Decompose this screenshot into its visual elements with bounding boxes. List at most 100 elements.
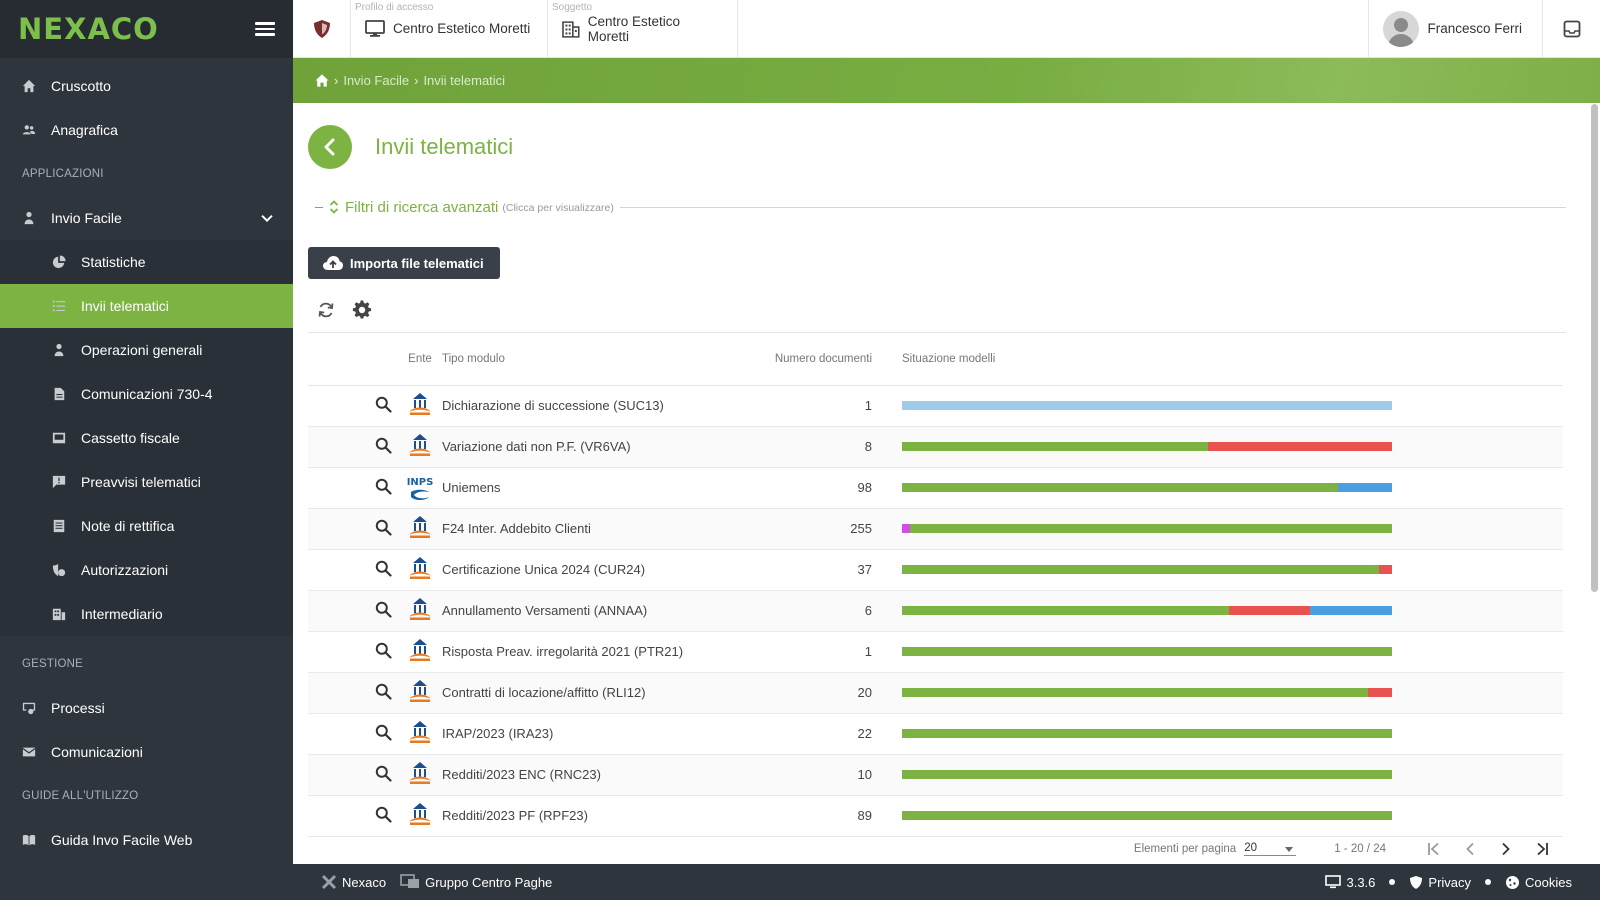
search-icon[interactable] (375, 560, 392, 577)
sidebar-item-note-di-rettifica[interactable]: Note di rettifica (0, 504, 293, 548)
agenzia-entrate-icon (407, 719, 433, 745)
sidebar-item-operazioni-generali[interactable]: Operazioni generali (0, 328, 293, 372)
status-bar[interactable] (902, 606, 1392, 615)
sidebar-item-preavvisi-telematici[interactable]: Preavvisi telematici (0, 460, 293, 504)
sidebar-item-guida[interactable]: Guida Invo Facile Web (0, 818, 293, 862)
expand-icon (329, 200, 339, 214)
sidebar-item-label: Processi (51, 700, 105, 716)
privacy-label: Privacy (1428, 874, 1472, 890)
table-row[interactable]: Variazione dati non P.F. (VR6VA) 8 (308, 426, 1563, 468)
numero-documenti-cell: 10 (746, 754, 880, 796)
numero-documenti-cell: 6 (746, 590, 880, 632)
agenzia-entrate-icon (407, 432, 433, 458)
header-numero-documenti[interactable]: Numero documenti (746, 333, 880, 386)
footer-nexaco-link[interactable]: Nexaco (321, 874, 386, 890)
table-row[interactable]: Redditi/2023 PF (RPF23) 89 (308, 795, 1563, 837)
profile-selector[interactable]: Profilo di accesso Centro Estetico Moret… (351, 0, 548, 57)
previous-page-icon[interactable] (1452, 842, 1488, 856)
sidebar-item-label: Anagrafica (51, 122, 118, 138)
notes-icon (52, 519, 66, 533)
table-row[interactable]: IRAP/2023 (IRA23) 22 (308, 713, 1563, 755)
sidebar-item-comunicazioni-730-4[interactable]: Comunicazioni 730-4 (0, 372, 293, 416)
search-icon[interactable] (375, 642, 392, 659)
search-icon[interactable] (375, 724, 392, 741)
agenzia-entrate-icon (407, 555, 433, 581)
hamburger-menu-icon[interactable] (255, 22, 275, 36)
back-button[interactable] (308, 125, 352, 169)
table-row[interactable]: Dichiarazione di successione (SUC13) 1 (308, 385, 1563, 427)
table-row[interactable]: Certificazione Unica 2024 (CUR24) 37 (308, 549, 1563, 591)
search-icon[interactable] (375, 601, 392, 618)
status-bar[interactable] (902, 647, 1392, 656)
tipo-modulo-cell: Contratti di locazione/affitto (RLI12) (440, 672, 746, 714)
home-icon[interactable] (315, 74, 329, 87)
last-page-icon[interactable] (1524, 842, 1560, 856)
sidebar-item-cassetto-fiscale[interactable]: Cassetto fiscale (0, 416, 293, 460)
section-guide: GUIDE ALL'UTILIZZO (22, 790, 139, 802)
settings-gear-icon[interactable] (344, 299, 380, 320)
search-icon[interactable] (375, 396, 392, 413)
table-row[interactable]: F24 Inter. Addebito Clienti 255 (308, 508, 1563, 550)
search-icon[interactable] (375, 806, 392, 823)
advanced-filters-toggle[interactable]: Filtri di ricerca avanzati (Clicca per v… (315, 197, 1566, 217)
shield-check-icon (52, 563, 66, 577)
status-bar[interactable] (902, 811, 1392, 820)
next-page-icon[interactable] (1488, 842, 1524, 856)
sidebar-item-intermediario[interactable]: Intermediario (0, 592, 293, 636)
search-icon[interactable] (375, 437, 392, 454)
separator-dot (1389, 879, 1396, 885)
scrollbar[interactable] (1591, 104, 1598, 592)
sidebar-item-cruscotto[interactable]: Cruscotto (0, 64, 293, 108)
breadcrumb-item[interactable]: Invio Facile (343, 73, 410, 88)
search-icon[interactable] (375, 478, 392, 495)
book-icon (22, 833, 36, 847)
tipo-modulo-cell: Variazione dati non P.F. (VR6VA) (440, 426, 746, 468)
table-row[interactable]: Contratti di locazione/affitto (RLI12) 20 (308, 672, 1563, 714)
sidebar-item-anagrafica[interactable]: Anagrafica (0, 108, 293, 152)
search-icon[interactable] (375, 765, 392, 782)
table-row[interactable]: Annullamento Versamenti (ANNAA) 6 (308, 590, 1563, 632)
table-row[interactable]: INPS Uniemens 98 (308, 467, 1563, 509)
version-label: 3.3.6 (1346, 874, 1376, 890)
footer-privacy-link[interactable]: Privacy (1409, 875, 1471, 890)
status-bar[interactable] (902, 565, 1392, 574)
refresh-icon[interactable] (308, 301, 344, 319)
status-bar[interactable] (902, 729, 1392, 738)
status-bar[interactable] (902, 401, 1392, 410)
sidebar-item-invii-telematici[interactable]: Invii telematici (0, 284, 293, 328)
table-row[interactable]: Redditi/2023 ENC (RNC23) 10 (308, 754, 1563, 796)
table-header-row: Ente Tipo modulo Numero documenti Situaz… (308, 333, 1563, 386)
table-toolbar (308, 287, 1566, 333)
status-bar[interactable] (902, 483, 1392, 492)
sidebar-item-invio-facile[interactable]: Invio Facile (0, 196, 293, 240)
table-row[interactable]: Risposta Preav. irregolarità 2021 (PTR21… (308, 631, 1563, 673)
security-shield-icon[interactable] (293, 0, 351, 57)
header-situazione-modelli[interactable]: Situazione modelli (880, 333, 1563, 386)
status-bar[interactable] (902, 442, 1392, 451)
sidebar-item-statistiche[interactable]: Statistiche (0, 240, 293, 284)
inbox-icon[interactable] (1542, 0, 1600, 57)
first-page-icon[interactable] (1416, 842, 1452, 856)
status-bar[interactable] (902, 770, 1392, 779)
import-files-button[interactable]: Importa file telematici (308, 247, 500, 279)
header-tipo-modulo[interactable]: Tipo modulo (440, 333, 746, 386)
person-icon (52, 343, 66, 357)
sidebar-item-comunicazioni[interactable]: Comunicazioni (0, 730, 293, 774)
user-menu[interactable]: Francesco Ferri (1368, 0, 1542, 57)
search-icon[interactable] (375, 683, 392, 700)
header-ente[interactable]: Ente (400, 333, 440, 386)
sidebar-item-processi[interactable]: Processi (0, 686, 293, 730)
status-bar[interactable] (902, 524, 1392, 533)
footer-gruppo-link[interactable]: Gruppo Centro Paghe (400, 874, 552, 890)
chevron-down-icon (261, 210, 273, 223)
per-page-select[interactable]: 20 (1244, 842, 1297, 856)
footer-cookies-link[interactable]: Cookies (1505, 875, 1572, 890)
sidebar-item-autorizzazioni[interactable]: Autorizzazioni (0, 548, 293, 592)
status-bar[interactable] (902, 688, 1392, 697)
footer-gruppo-label: Gruppo Centro Paghe (425, 874, 553, 890)
filters-label[interactable]: Filtri di ricerca avanzati (345, 198, 499, 216)
status-bar-segment (902, 565, 1379, 574)
search-icon[interactable] (375, 519, 392, 536)
nexaco-logo[interactable]: NEXACO (18, 12, 159, 46)
subject-selector[interactable]: Soggetto Centro Estetico Moretti (548, 0, 738, 57)
